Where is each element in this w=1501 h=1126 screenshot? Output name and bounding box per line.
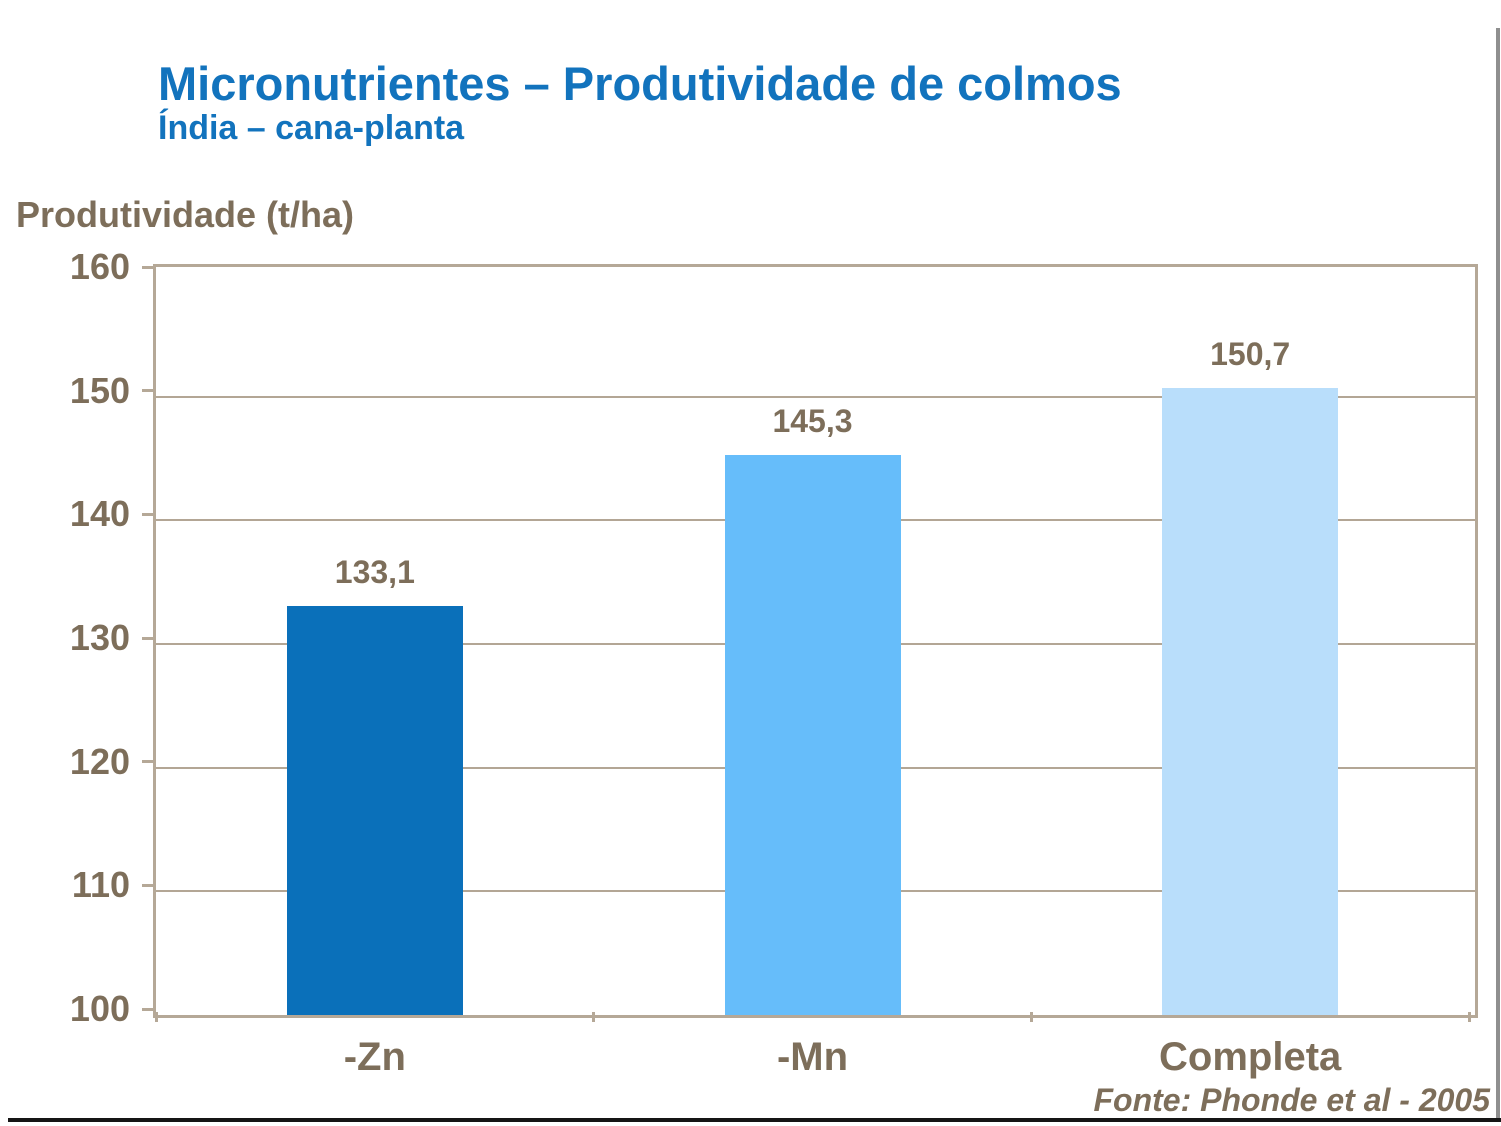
y-tick-mark-120 [142, 760, 156, 764]
y-tick-label-130: 130 [69, 617, 130, 658]
x-tick-mark-3 [1467, 1012, 1471, 1022]
y-tick-label-100: 100 [69, 988, 130, 1029]
x-tick-mark-0 [154, 1012, 158, 1022]
y-axis-title: Produtividade (t/ha) [16, 194, 355, 235]
value-label-completa: 150,7 [1210, 336, 1291, 372]
y-tick-mark-150 [142, 389, 156, 393]
y-tick-label-140: 140 [69, 493, 130, 535]
x-category-label-completa: Completa [1159, 1035, 1342, 1079]
chart-subtitle: Índia – cana-planta [158, 109, 465, 147]
source-credit: Fonte: Phonde et al - 2005 [1093, 1082, 1490, 1118]
plot-area: 133,1 145,3 150,7 [153, 264, 1478, 1018]
x-category-label-mn: -Mn [776, 1035, 849, 1079]
chart-title: Micronutrientes – Produtividade de colmo… [158, 57, 1122, 110]
bottom-edge-shadow [8, 1118, 1501, 1122]
x-category-label-zn: -Zn [343, 1035, 406, 1079]
bar-zn [286, 605, 463, 1015]
gridline-150 [156, 395, 1475, 398]
y-tick-label-150: 150 [69, 369, 130, 411]
x-tick-mark-2 [1029, 1012, 1033, 1022]
y-tick-mark-130 [142, 636, 156, 640]
value-label-mn: 145,3 [772, 402, 853, 439]
y-tick-mark-160 [142, 265, 156, 269]
value-label-zn: 133,1 [334, 553, 415, 590]
bar-mn [724, 454, 901, 1015]
plot-inner: 133,1 145,3 150,7 [156, 267, 1475, 1015]
y-tick-mark-110 [142, 883, 156, 887]
y-tick-mark-100 [142, 1007, 156, 1011]
y-tick-mark-140 [142, 512, 156, 516]
bar-completa [1162, 388, 1339, 1015]
y-tick-label-110: 110 [71, 864, 130, 906]
y-tick-label-160: 160 [69, 246, 130, 287]
y-tick-label-120: 120 [69, 740, 130, 782]
x-tick-mark-1 [592, 1012, 596, 1022]
right-edge-shadow [1496, 28, 1500, 1122]
